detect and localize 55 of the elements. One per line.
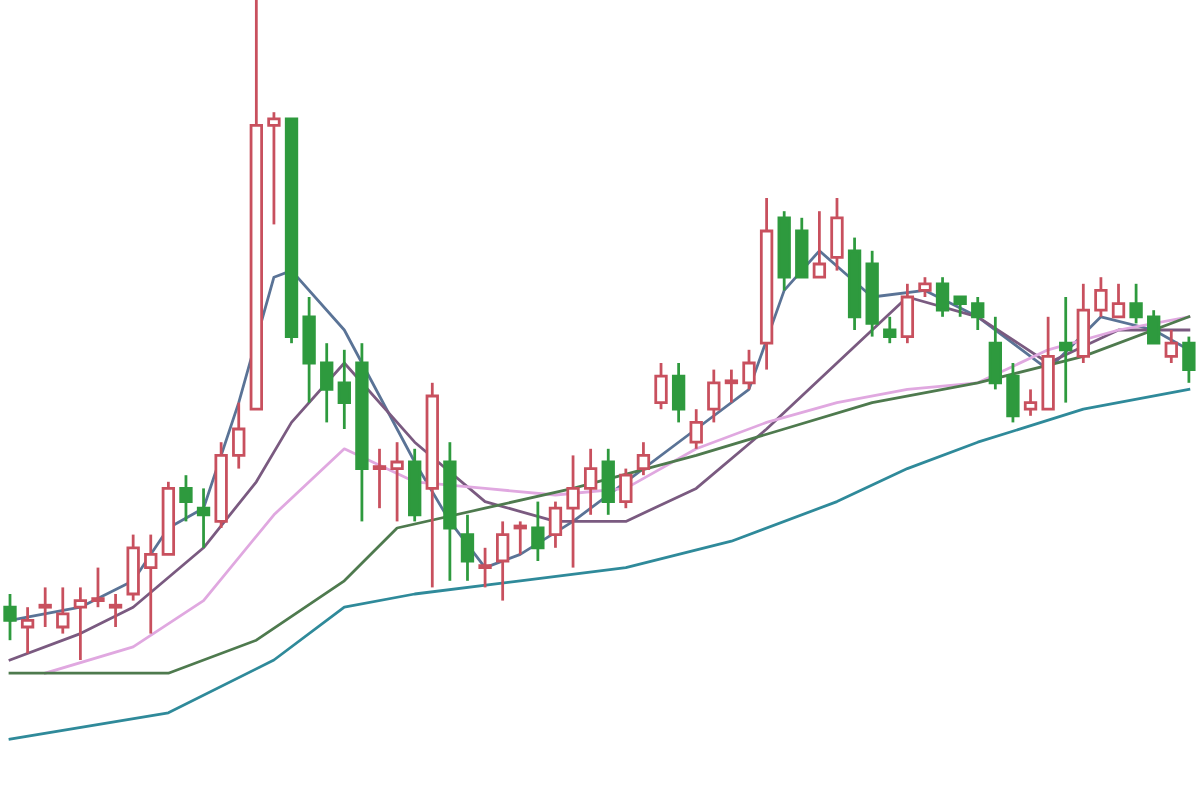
- candlestick: [3, 592, 17, 642]
- candlestick: [671, 361, 686, 424]
- candlestick: [636, 440, 651, 477]
- candlestick: [496, 520, 510, 602]
- candlestick: [337, 348, 351, 431]
- candlestick: [531, 500, 545, 563]
- candlestick: [1023, 388, 1038, 418]
- candlestick: [460, 513, 475, 583]
- candlestick: [513, 520, 527, 556]
- candlestick: [742, 348, 756, 391]
- candlestick: [267, 110, 281, 226]
- candlestick: [1182, 335, 1196, 385]
- candlestick: [654, 361, 668, 411]
- candlestick: [20, 605, 35, 655]
- candlestick: [812, 209, 827, 279]
- candlestick: [583, 447, 598, 517]
- candlestick: [91, 566, 105, 609]
- candlestick: [196, 487, 211, 550]
- candlestick: [1094, 275, 1108, 319]
- candlestick: [883, 315, 897, 345]
- candlestick: [1076, 282, 1090, 365]
- candlestick: [935, 275, 950, 319]
- candlestick: [724, 368, 739, 404]
- candlestick: [1164, 328, 1178, 365]
- candlestick: [1006, 361, 1020, 424]
- candlestick: [38, 586, 52, 629]
- candlestick: [795, 216, 809, 279]
- candlestick: [601, 447, 615, 517]
- candlestick: [372, 447, 387, 510]
- candlestick: [232, 401, 246, 470]
- candlestick: [108, 592, 123, 629]
- candlestick: [56, 586, 70, 635]
- candlestick: [619, 467, 633, 510]
- candlestick: [302, 295, 316, 404]
- candlestick: [126, 533, 140, 602]
- candlestick: [988, 315, 1003, 391]
- candlestick: [918, 275, 932, 299]
- candlestick: [566, 454, 580, 569]
- candlestick: [1059, 295, 1073, 404]
- candlestick: [971, 295, 985, 332]
- candlestick: [953, 295, 967, 319]
- candlestick: [179, 473, 193, 523]
- candlestick: [478, 546, 492, 589]
- candlestick: [1111, 282, 1126, 319]
- candlestick: [900, 282, 915, 345]
- candlestick: [707, 368, 721, 424]
- candlestick: [830, 196, 844, 272]
- candlestick: [73, 586, 88, 662]
- candlestick: [689, 407, 703, 451]
- candlestick: [1129, 282, 1143, 325]
- candlestick: [390, 440, 404, 523]
- candlestick: [548, 500, 563, 550]
- candlestick: [1147, 308, 1161, 345]
- candlestick: [144, 533, 158, 635]
- candlestick: [320, 341, 334, 424]
